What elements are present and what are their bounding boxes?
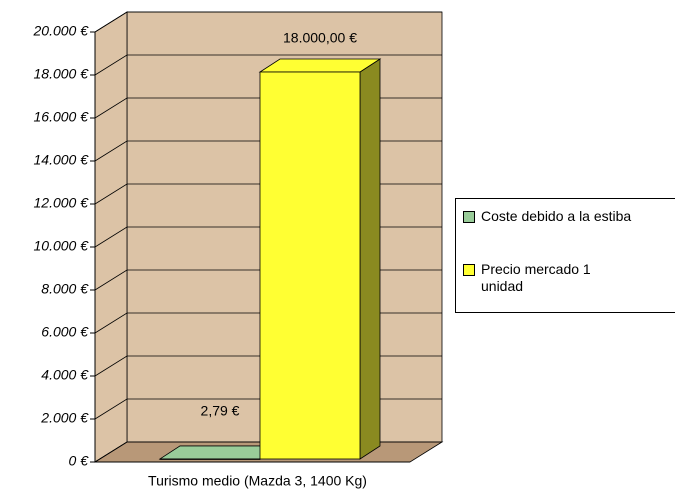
y-tick-label: 10.000 €: [34, 238, 90, 254]
value-label: 18.000,00 €: [283, 30, 357, 46]
y-tick-label: 12.000 €: [34, 195, 90, 211]
grid-line: [94, 54, 442, 76]
bar: [258, 58, 382, 460]
y-tick-label: 2.000 €: [40, 410, 89, 426]
bar-front: [159, 458, 261, 460]
y-tick-label: 20.000 €: [33, 23, 90, 39]
y-tick-label: 16.000 €: [34, 109, 90, 125]
y-tick-label: 4.000 €: [41, 367, 89, 383]
y-tick-label: 0 €: [69, 453, 90, 469]
y-tick-label: 6.000 €: [41, 324, 89, 340]
grid-line: [94, 11, 442, 33]
legend-entry: Coste debido a la estiba: [463, 208, 631, 225]
legend-label: Precio mercado 1 unidad: [481, 261, 591, 294]
bar-side: [359, 58, 381, 460]
value-label: 2,79 €: [201, 403, 240, 419]
y-tick-label: 14.000 €: [34, 152, 90, 168]
legend-swatch: [463, 211, 475, 223]
y-tick-label: 8.000 €: [41, 281, 89, 297]
legend: Coste debido a la estiba Precio mercado 1…: [455, 198, 675, 313]
bar-front: [259, 71, 361, 460]
legend-entry: Precio mercado 1 unidad: [463, 261, 606, 295]
x-tick-label: Turismo medio (Mazda 3, 1400 Kg): [148, 473, 367, 489]
legend-label: Coste debido a la estiba: [481, 208, 632, 224]
bar-top: [258, 58, 382, 73]
legend-swatch: [463, 264, 475, 276]
y-tick-label: 18.000 €: [34, 66, 90, 82]
